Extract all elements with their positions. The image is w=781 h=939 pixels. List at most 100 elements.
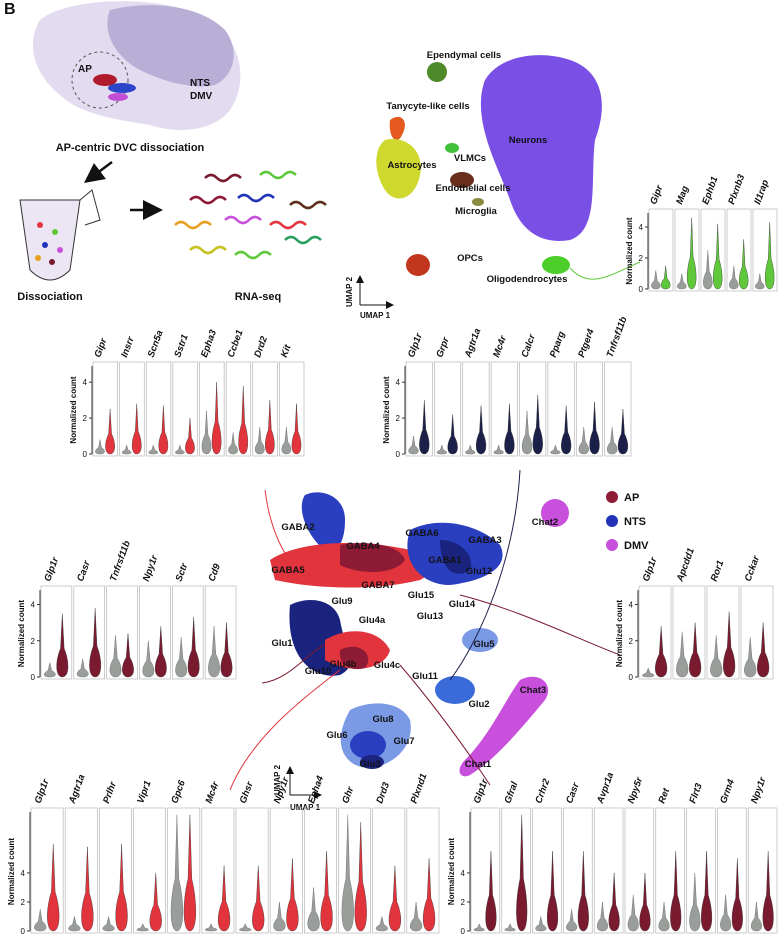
violin — [205, 923, 218, 932]
y-tick-label: 4 — [639, 223, 644, 232]
violin — [670, 851, 682, 932]
column-frame — [752, 208, 778, 292]
violin — [447, 414, 458, 455]
cluster-label: Glu13 — [417, 611, 443, 622]
violin — [608, 872, 620, 932]
column-frame — [40, 585, 73, 680]
violin — [183, 814, 196, 932]
violin — [291, 403, 302, 455]
gene-label: Glp1r — [42, 555, 61, 583]
violin — [341, 814, 354, 932]
violin — [228, 432, 238, 455]
gene-label: Drd3 — [374, 780, 392, 805]
violin — [765, 222, 775, 290]
gene-label: Ccbe1 — [226, 328, 246, 359]
violin — [689, 872, 701, 932]
violin — [419, 400, 430, 455]
violin — [76, 658, 89, 678]
violin — [56, 613, 69, 678]
region-label: DMV — [190, 91, 213, 102]
cluster-label: Glu12 — [466, 566, 492, 577]
violin — [81, 846, 94, 932]
tube — [19, 189, 101, 281]
violin — [521, 410, 533, 455]
violin — [281, 427, 292, 455]
y-tick-label: 0 — [639, 285, 644, 294]
gene-label: Epha4 — [306, 774, 326, 805]
y-tick-label: 4 — [83, 378, 88, 387]
gene-label: Mc4r — [491, 333, 509, 359]
column-frame — [172, 585, 204, 680]
connectors — [229, 469, 621, 791]
cluster-label: Glu3 — [359, 759, 380, 770]
y-axis-label: Normalized count — [17, 600, 26, 667]
gene-label: Insrr — [119, 334, 137, 359]
gene-label: Prlhr — [101, 779, 119, 805]
column-frame — [64, 807, 98, 934]
column-frame — [547, 361, 575, 457]
gene-label: Casr — [564, 780, 582, 805]
cluster-label: Glu9 — [331, 596, 352, 607]
violin — [535, 916, 547, 932]
umap-all-clusters — [376, 55, 641, 280]
column-frame — [434, 361, 462, 457]
column-frame — [674, 208, 700, 292]
violin — [148, 444, 159, 455]
gene-label: Ghr — [340, 784, 357, 805]
y-tick-label: 2 — [21, 898, 26, 907]
cluster-label: GABA5 — [271, 565, 305, 576]
gene-label: Glp1r — [33, 777, 52, 805]
gene-label: Ghsr — [238, 779, 256, 805]
violin — [729, 265, 739, 290]
violin — [750, 901, 762, 932]
gene-label: Sstr1 — [172, 333, 190, 359]
column-frame — [99, 807, 132, 934]
column-frame — [648, 208, 674, 292]
cluster-label: Tanycyte-like cells — [386, 101, 469, 112]
column-frame — [655, 807, 685, 934]
cluster-label: VLMCs — [454, 153, 486, 164]
violin — [550, 444, 561, 455]
gene-label: Calcr — [519, 332, 538, 359]
violin — [95, 439, 105, 455]
violin — [661, 265, 671, 290]
violin — [136, 923, 149, 932]
violin — [744, 637, 757, 678]
column-frame — [73, 585, 105, 680]
cluster-label: Glu6 — [326, 730, 347, 741]
y-tick-label: 4 — [21, 869, 26, 878]
violin — [473, 923, 485, 932]
column-frame — [269, 807, 303, 934]
y-tick-label: 0 — [629, 673, 634, 682]
cluster-label: Glu5 — [473, 639, 495, 650]
violin — [596, 901, 608, 932]
column-frame — [133, 807, 166, 934]
column-frame — [717, 807, 747, 934]
cluster-label: OPCs — [457, 253, 483, 264]
violin — [701, 851, 713, 932]
violin — [149, 872, 162, 932]
cluster-label: Glu11 — [412, 671, 439, 682]
column-frame — [235, 807, 269, 934]
gene-label: Cd9 — [206, 562, 223, 583]
violin — [408, 436, 419, 455]
violin — [627, 894, 639, 932]
cluster-label: Chat2 — [532, 517, 558, 528]
gene-label: Npy5r — [626, 775, 646, 805]
umap-neuron-clusters — [270, 492, 569, 777]
violin — [254, 427, 265, 455]
violin — [307, 887, 320, 932]
violin — [354, 822, 367, 932]
rna-strands — [174, 170, 327, 260]
column-frame — [30, 807, 64, 934]
legend-label: AP — [624, 492, 639, 504]
gene-label: Gipr — [648, 183, 665, 206]
column-frame — [726, 208, 752, 292]
gene-label: Drd2 — [252, 334, 270, 359]
axis-label: UMAP 2 — [345, 276, 354, 307]
violin — [465, 444, 476, 455]
y-tick-label: 2 — [83, 414, 88, 423]
axis-label: UMAP 1 — [290, 803, 321, 812]
cluster-label: Glu4a — [359, 615, 386, 626]
column-frame — [279, 361, 305, 457]
